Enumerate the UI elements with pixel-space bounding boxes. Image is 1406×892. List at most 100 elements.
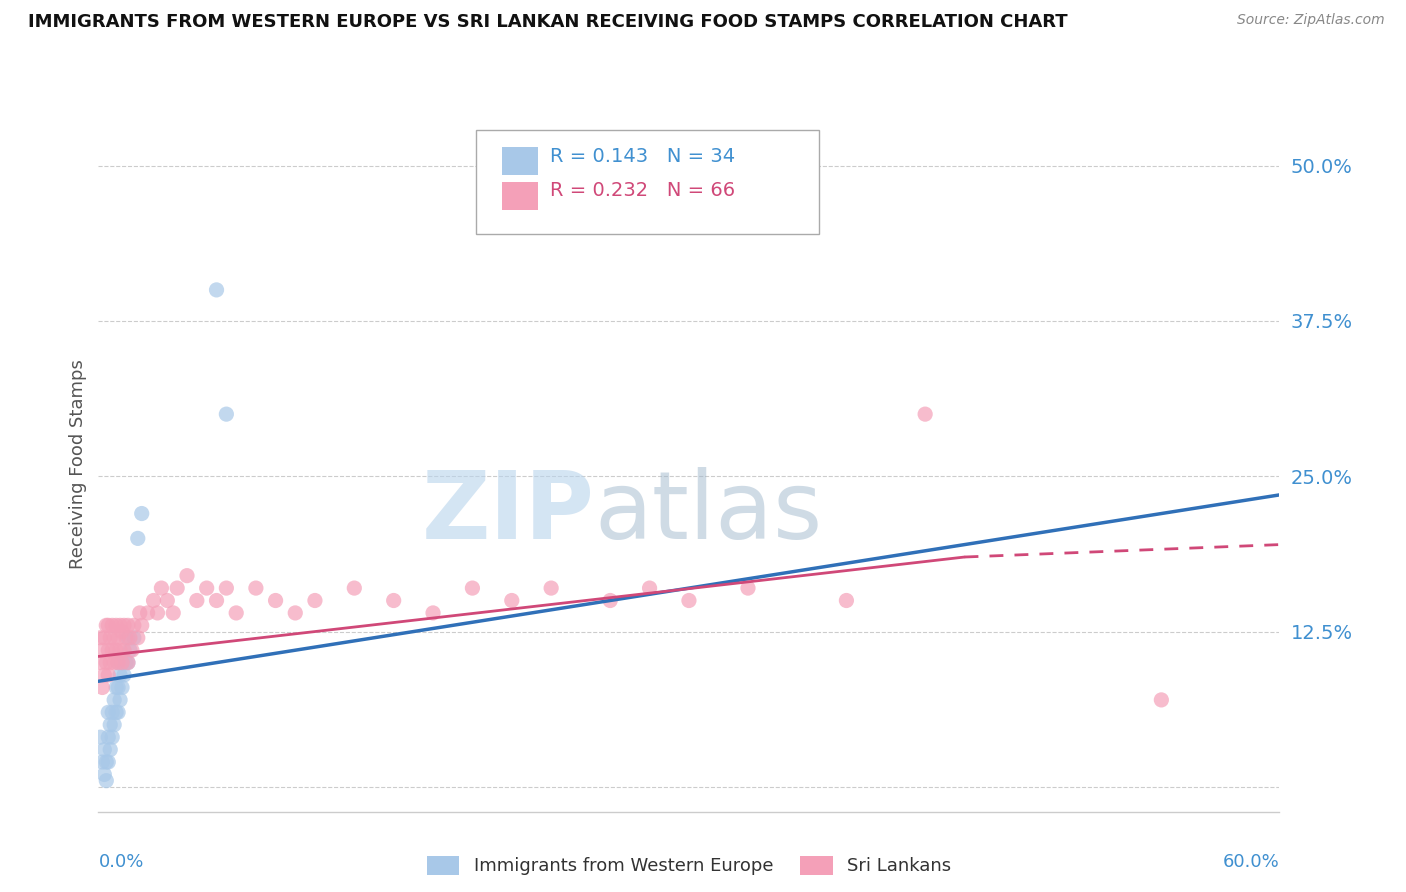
Point xyxy=(131,507,153,521)
Text: atlas: atlas xyxy=(595,467,823,558)
Point xyxy=(737,581,759,595)
Point xyxy=(91,681,114,695)
Text: Source: ZipAtlas.com: Source: ZipAtlas.com xyxy=(1237,13,1385,28)
Point xyxy=(343,581,366,595)
Text: IMMIGRANTS FROM WESTERN EUROPE VS SRI LANKAN RECEIVING FOOD STAMPS CORRELATION C: IMMIGRANTS FROM WESTERN EUROPE VS SRI LA… xyxy=(28,13,1067,31)
Point xyxy=(89,730,111,744)
Point xyxy=(117,656,139,670)
Point xyxy=(105,643,128,657)
Point xyxy=(127,532,149,546)
Point xyxy=(150,581,173,595)
Point xyxy=(205,283,228,297)
Point xyxy=(107,706,129,720)
Point xyxy=(599,593,621,607)
Point xyxy=(264,593,287,607)
Point xyxy=(96,755,118,769)
Point xyxy=(111,656,134,670)
Point xyxy=(1150,693,1173,707)
Point xyxy=(461,581,484,595)
Point xyxy=(111,656,134,670)
Text: 0.0%: 0.0% xyxy=(98,854,143,871)
Point xyxy=(382,593,405,607)
Point xyxy=(115,631,138,645)
Point xyxy=(136,606,159,620)
Point xyxy=(127,631,149,645)
Point xyxy=(215,407,238,421)
Point xyxy=(108,668,131,682)
Point xyxy=(98,742,121,756)
Point xyxy=(103,656,125,670)
Point xyxy=(115,656,138,670)
Point xyxy=(225,606,247,620)
Point xyxy=(97,643,120,657)
Point xyxy=(121,643,143,657)
Point xyxy=(156,593,179,607)
Point xyxy=(105,706,128,720)
Point xyxy=(93,767,115,781)
Point xyxy=(122,618,145,632)
Point xyxy=(112,643,135,657)
Bar xyxy=(502,147,537,175)
Point xyxy=(101,618,124,632)
Point xyxy=(101,643,124,657)
Point xyxy=(105,681,128,695)
Point xyxy=(103,631,125,645)
Point xyxy=(103,717,125,731)
Point xyxy=(108,693,131,707)
Point xyxy=(97,668,120,682)
Point xyxy=(111,681,134,695)
Point xyxy=(91,643,114,657)
Point xyxy=(97,755,120,769)
Point xyxy=(131,618,153,632)
Point xyxy=(98,631,121,645)
Point xyxy=(103,693,125,707)
Point xyxy=(304,593,326,607)
Point xyxy=(93,742,115,756)
Point xyxy=(195,581,218,595)
Point xyxy=(835,593,858,607)
Point xyxy=(107,656,129,670)
Legend: Immigrants from Western Europe, Sri Lankans: Immigrants from Western Europe, Sri Lank… xyxy=(419,849,959,883)
Point xyxy=(205,593,228,607)
Point xyxy=(142,593,165,607)
Point xyxy=(89,631,111,645)
Text: R = 0.232   N = 66: R = 0.232 N = 66 xyxy=(550,181,735,200)
Point xyxy=(98,717,121,731)
Point xyxy=(107,656,129,670)
Point xyxy=(540,581,562,595)
Point xyxy=(112,668,135,682)
Point xyxy=(101,730,124,744)
Point xyxy=(914,407,936,421)
Point xyxy=(122,631,145,645)
Bar xyxy=(502,182,537,210)
Point xyxy=(93,668,115,682)
Point xyxy=(96,656,118,670)
Point xyxy=(108,643,131,657)
Point xyxy=(98,656,121,670)
Point xyxy=(186,593,208,607)
Point xyxy=(117,631,139,645)
Point xyxy=(97,730,120,744)
Point xyxy=(501,593,523,607)
Point xyxy=(638,581,661,595)
FancyBboxPatch shape xyxy=(477,130,818,235)
Point xyxy=(245,581,267,595)
Point xyxy=(93,631,115,645)
Text: ZIP: ZIP xyxy=(422,467,595,558)
Point xyxy=(117,618,139,632)
Point xyxy=(284,606,307,620)
Point xyxy=(146,606,169,620)
Point xyxy=(97,618,120,632)
Point xyxy=(91,755,114,769)
Point xyxy=(96,618,118,632)
Point xyxy=(96,773,118,788)
Text: 60.0%: 60.0% xyxy=(1223,854,1279,871)
Point xyxy=(89,656,111,670)
Point xyxy=(422,606,444,620)
Point xyxy=(118,643,141,657)
Point xyxy=(166,581,188,595)
Point xyxy=(678,593,700,607)
Point xyxy=(101,706,124,720)
Point xyxy=(107,631,129,645)
Point xyxy=(97,706,120,720)
